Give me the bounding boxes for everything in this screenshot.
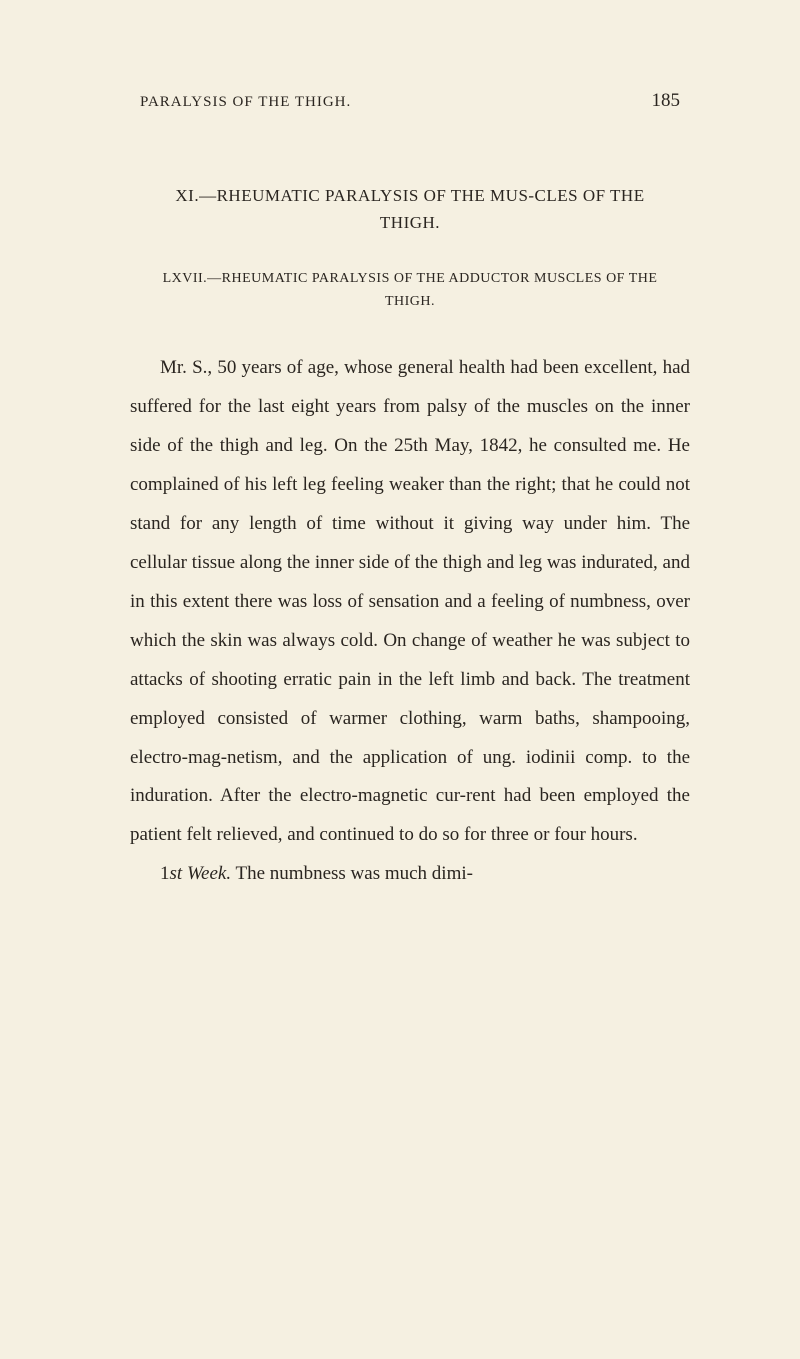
week-suffix: st [170, 863, 183, 884]
week-word: Week. [187, 863, 231, 884]
body-paragraph: Mr. S., 50 years of age, whose general h… [130, 349, 690, 855]
page-number: 185 [652, 90, 681, 112]
subsection-heading: LXVII.—RHEUMATIC PARALYSIS OF THE ADDUCT… [130, 268, 690, 313]
body-last-line: 1st Week. The numbness was much dimi- [130, 855, 690, 894]
page-header: PARALYSIS OF THE THIGH. 185 [130, 90, 690, 112]
last-sentence: The numbness was much dimi- [236, 863, 473, 884]
week-number: 1 [160, 863, 170, 884]
running-head: PARALYSIS OF THE THIGH. [140, 94, 351, 111]
section-heading: XI.—RHEUMATIC PARALYSIS OF THE MUS-CLES … [130, 182, 690, 236]
